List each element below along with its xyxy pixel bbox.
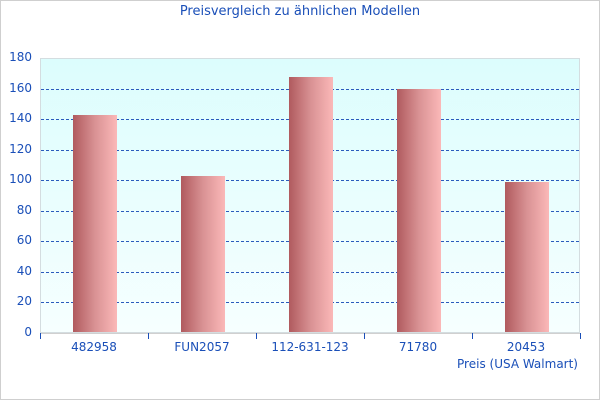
y-tick-label: 40 [16,263,32,278]
bar [505,182,549,332]
y-tick-label: 60 [16,233,32,248]
x-tick-label: FUN2057 [174,340,230,354]
x-axis-line [40,333,580,334]
x-axis-title: Preis (USA Walmart) [457,357,578,371]
x-tick-mark [472,333,473,339]
x-tick-mark [256,333,257,339]
x-tick-label: 20453 [506,340,546,354]
x-tick-label: 112-631-123 [271,340,349,354]
x-tick-mark [40,333,41,339]
plot-area [40,58,580,333]
bar [73,115,117,332]
x-tick-label: 482958 [71,340,117,354]
y-tick-label: 140 [9,111,32,126]
y-tick-label: 20 [16,294,32,309]
bar [181,176,225,332]
y-tick-label: 0 [24,325,32,339]
x-tick-mark [148,333,149,339]
y-tick-label: 80 [16,202,32,217]
x-tick-mark [364,333,365,339]
y-tick-label: 100 [9,172,32,187]
x-tick-label: 71780 [398,340,438,354]
bar [289,76,333,332]
y-tick-label: 180 [9,50,32,64]
y-tick-label: 160 [9,80,32,95]
x-tick-mark [580,333,581,339]
y-tick-label: 120 [9,141,32,156]
chart-title: Preisvergleich zu ähnlichen Modellen [179,4,421,19]
bar [397,89,441,332]
